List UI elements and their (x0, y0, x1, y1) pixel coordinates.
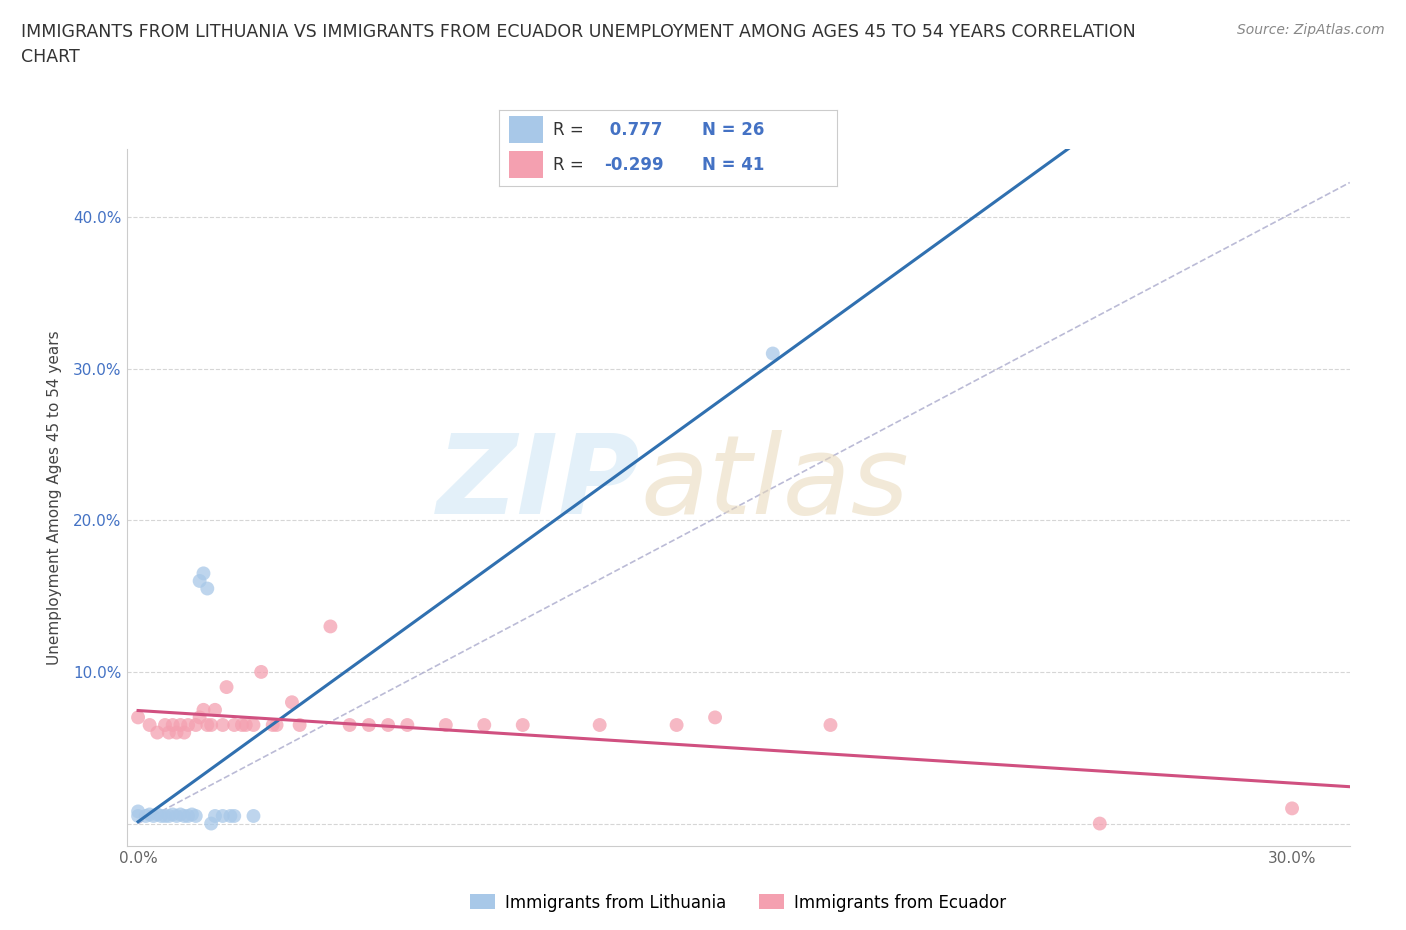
Point (193, 566, 215, 581)
Point (512, 718, 534, 733)
Point (177, 718, 200, 733)
Point (162, 718, 184, 733)
Point (184, 718, 207, 733)
Legend: Immigrants from Lithuania, Immigrants from Ecuador: Immigrants from Lithuania, Immigrants fr… (463, 887, 1014, 918)
Point (184, 808, 207, 823)
Point (472, 718, 495, 733)
Point (211, 808, 233, 823)
Point (319, 619, 342, 634)
Text: CHART: CHART (21, 48, 80, 66)
Point (589, 718, 612, 733)
Point (177, 808, 200, 823)
Point (1088, 817, 1111, 831)
Text: R =: R = (553, 121, 583, 139)
Point (195, 581, 218, 596)
Point (262, 718, 284, 733)
Y-axis label: Unemployment Among Ages 45 to 54 years: Unemployment Among Ages 45 to 54 years (46, 330, 62, 665)
Point (193, 702, 215, 717)
Point (157, 725, 180, 740)
Point (357, 718, 380, 733)
Point (288, 718, 311, 733)
Point (146, 807, 169, 822)
Text: R =: R = (553, 155, 583, 174)
Text: N = 26: N = 26 (702, 121, 763, 139)
Point (188, 574, 211, 589)
Point (173, 725, 195, 740)
Point (127, 808, 149, 823)
Point (200, 718, 222, 733)
Point (135, 808, 157, 823)
Point (242, 808, 264, 823)
Text: N = 41: N = 41 (702, 155, 763, 174)
Point (181, 807, 204, 822)
Bar (509, 151, 543, 179)
Point (173, 808, 195, 823)
Point (224, 718, 246, 733)
Point (231, 718, 253, 733)
Point (224, 808, 246, 823)
Point (266, 718, 288, 733)
Point (235, 718, 257, 733)
Point (204, 702, 226, 717)
Point (200, 817, 222, 831)
Point (396, 718, 419, 733)
Point (142, 808, 165, 823)
Point (704, 710, 727, 724)
Point (211, 718, 233, 733)
Point (153, 718, 176, 733)
Text: -0.299: -0.299 (603, 155, 664, 174)
Point (127, 710, 149, 724)
Point (195, 718, 218, 733)
Point (820, 718, 842, 733)
Point (250, 665, 273, 680)
Point (150, 808, 173, 823)
Text: 0.777: 0.777 (603, 121, 662, 139)
Point (188, 710, 211, 724)
Point (204, 808, 226, 823)
Point (377, 718, 399, 733)
Point (242, 718, 264, 733)
Point (1281, 801, 1303, 816)
Point (219, 808, 242, 823)
Point (762, 346, 785, 361)
Point (665, 718, 688, 733)
Point (169, 807, 191, 822)
Point (138, 807, 160, 822)
Point (157, 808, 180, 823)
Point (127, 804, 149, 819)
Text: Source: ZipAtlas.com: Source: ZipAtlas.com (1237, 23, 1385, 37)
Point (281, 695, 304, 710)
Point (146, 725, 169, 740)
Point (339, 718, 361, 733)
Text: IMMIGRANTS FROM LITHUANIA VS IMMIGRANTS FROM ECUADOR UNEMPLOYMENT AMONG AGES 45 : IMMIGRANTS FROM LITHUANIA VS IMMIGRANTS … (21, 23, 1136, 41)
Point (166, 808, 188, 823)
Text: atlas: atlas (640, 430, 908, 538)
Text: ZIP: ZIP (437, 430, 640, 538)
Point (153, 808, 176, 823)
Point (162, 807, 184, 822)
Point (138, 718, 160, 733)
Bar (509, 116, 543, 143)
Point (169, 718, 191, 733)
Point (434, 718, 457, 733)
Point (215, 680, 238, 695)
Point (166, 725, 188, 740)
